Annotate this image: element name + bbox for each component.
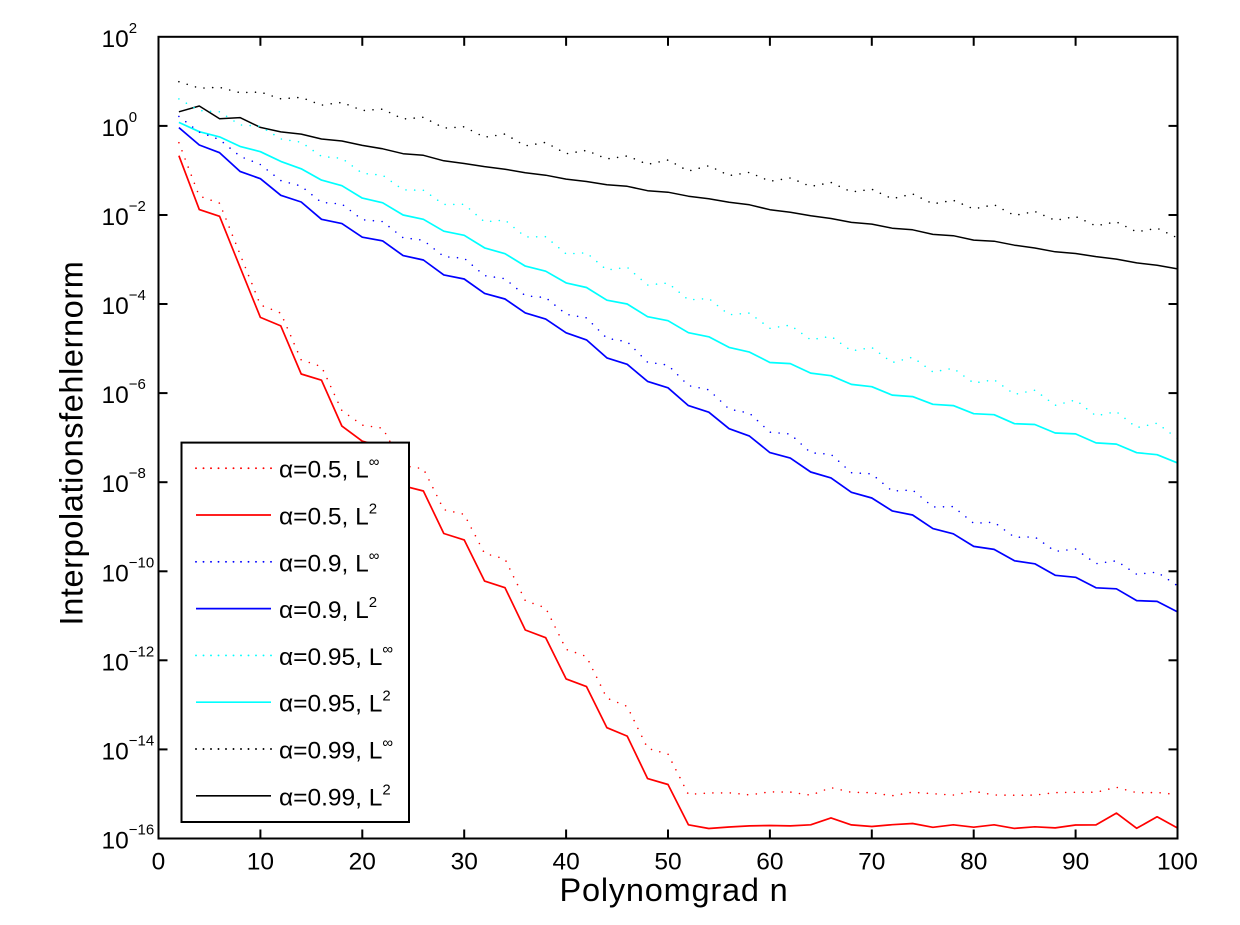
svg-text:α=0.9, L2: α=0.9, L2: [279, 594, 377, 624]
svg-text:10: 10: [247, 849, 274, 876]
svg-text:α=0.5, L∞: α=0.5, L∞: [279, 454, 380, 484]
svg-text:Polynomgrad n: Polynomgrad n: [560, 872, 789, 908]
svg-text:50: 50: [654, 849, 681, 876]
svg-text:α=0.9, L∞: α=0.9, L∞: [279, 547, 380, 577]
svg-text:10−10: 10−10: [102, 554, 155, 587]
svg-text:80: 80: [960, 849, 987, 876]
svg-text:0: 0: [152, 849, 166, 876]
svg-text:α=0.95, L∞: α=0.95, L∞: [279, 641, 393, 671]
svg-text:40: 40: [552, 849, 579, 876]
svg-text:α=0.99, L2: α=0.99, L2: [279, 781, 391, 811]
svg-text:90: 90: [1062, 849, 1089, 876]
svg-text:60: 60: [756, 849, 783, 876]
svg-text:100: 100: [1157, 849, 1198, 876]
svg-text:70: 70: [858, 849, 885, 876]
svg-text:10−14: 10−14: [102, 732, 155, 765]
svg-text:Interpolationsfehlernorm: Interpolationsfehlernorm: [54, 261, 90, 626]
svg-text:α=0.5, L2: α=0.5, L2: [279, 501, 377, 531]
svg-text:20: 20: [349, 849, 376, 876]
svg-text:30: 30: [451, 849, 478, 876]
svg-text:α=0.95, L2: α=0.95, L2: [279, 688, 391, 718]
svg-text:α=0.99, L∞: α=0.99, L∞: [279, 735, 393, 765]
